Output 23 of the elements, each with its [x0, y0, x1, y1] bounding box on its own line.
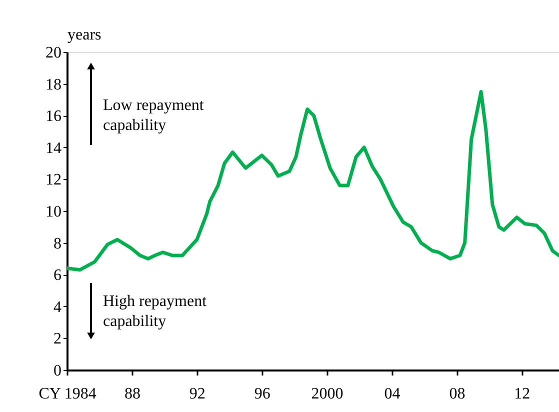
- annotation: High repayment capability: [103, 293, 208, 330]
- y-tick-label: 6: [54, 267, 62, 284]
- y-axis-title: years: [68, 26, 102, 44]
- x-tick-label: CY 1984: [38, 386, 96, 402]
- y-tick-label: 8: [54, 235, 62, 252]
- x-tick-label: 92: [189, 386, 206, 402]
- y-tick-label: 12: [46, 172, 62, 189]
- y-tick-label: 0: [54, 362, 62, 380]
- annotation: Low repayment capability: [103, 97, 204, 134]
- x-tick-label: 2000: [311, 386, 344, 402]
- x-tick-label: 96: [254, 386, 270, 402]
- y-tick-label: 14: [46, 140, 62, 157]
- y-tick-label: 18: [46, 76, 62, 94]
- x-tick-label: 04: [384, 386, 400, 402]
- y-tick-label: 4: [54, 298, 62, 316]
- x-tick-label: 08: [449, 386, 466, 402]
- x-tick-label: 88: [124, 386, 140, 402]
- line-series: [67, 90, 559, 272]
- x-tick-label: 12: [514, 386, 530, 402]
- y-tick-label: 20: [46, 44, 62, 62]
- y-tick-label: 16: [46, 108, 62, 126]
- y-tick-label: 2: [54, 330, 62, 348]
- y-tick-label: 10: [46, 204, 62, 220]
